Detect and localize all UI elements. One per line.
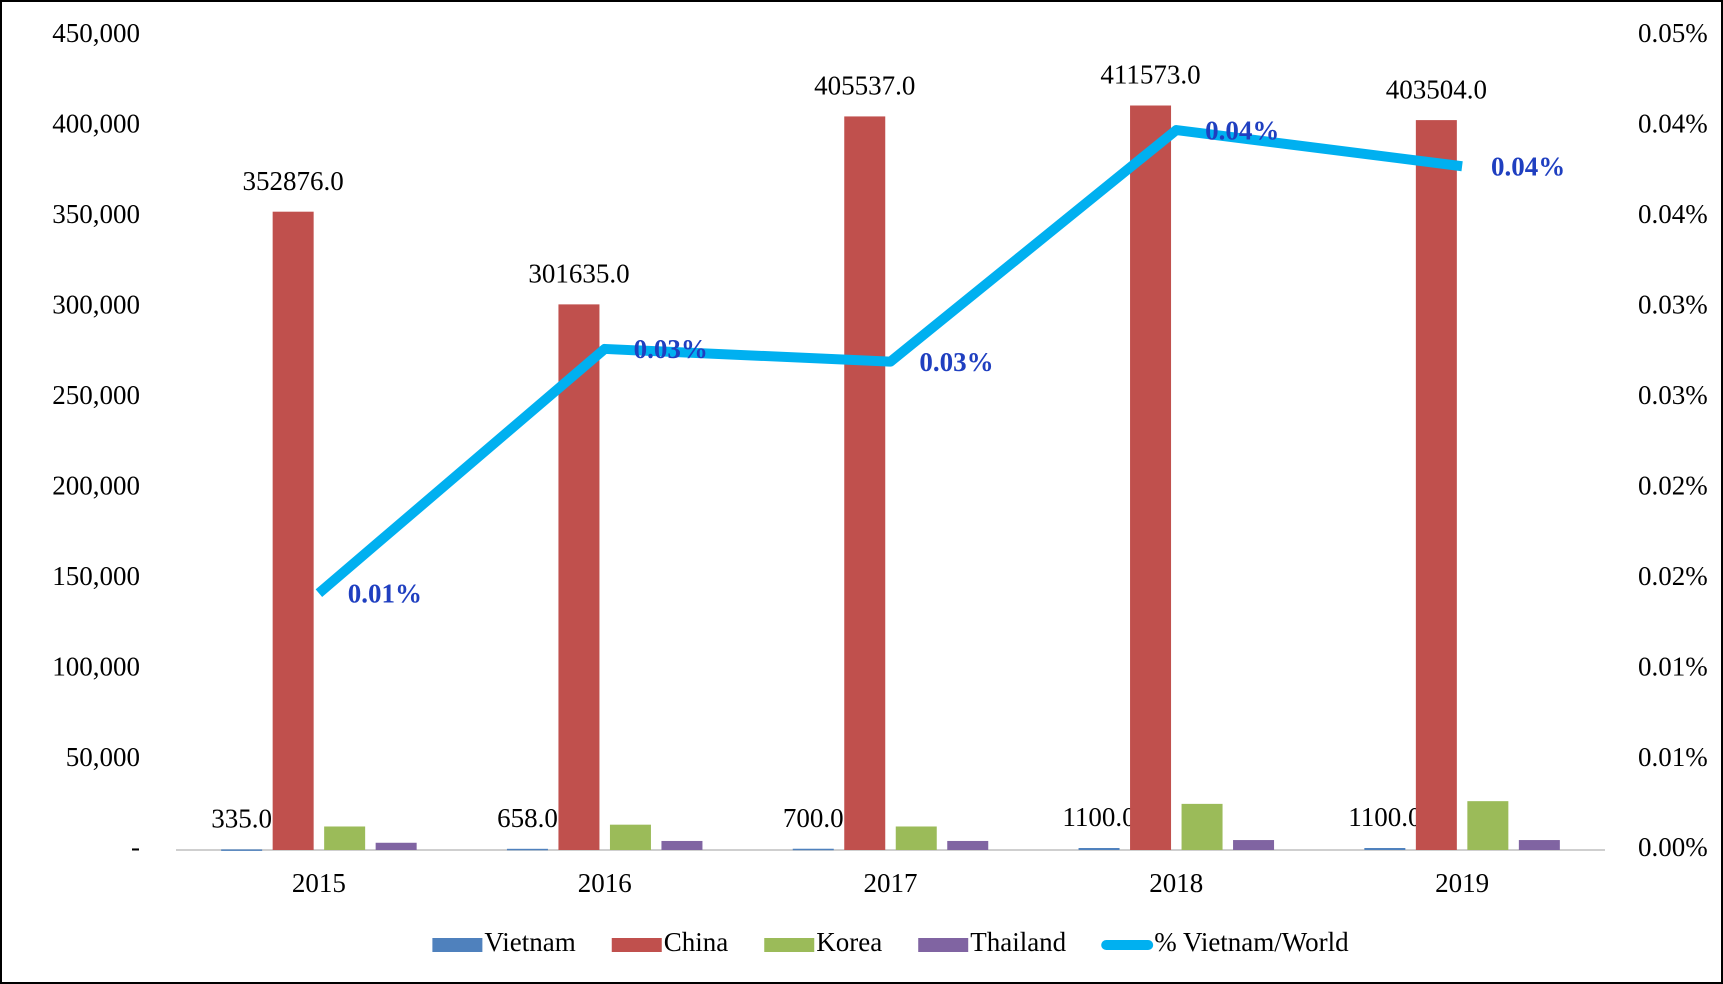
bar — [272, 211, 314, 850]
bar — [1181, 803, 1223, 850]
bar — [558, 304, 600, 850]
y2-tick-label: 0.02% — [1638, 561, 1708, 591]
bar — [1415, 120, 1457, 851]
bar-value-label: 403504.0 — [1386, 74, 1487, 104]
legend-swatch — [432, 938, 483, 952]
bar — [1467, 801, 1509, 850]
legend-label: % Vietnam/World — [1154, 927, 1349, 957]
y-tick-label: 450,000 — [52, 18, 140, 48]
bar — [375, 842, 417, 850]
y-tick-label: 50,000 — [66, 742, 140, 772]
y2-tick-label: 0.05% — [1638, 18, 1708, 48]
line-value-label: 0.03% — [634, 334, 708, 364]
line — [315, 125, 1463, 597]
bar-value-label: 700.0 — [783, 803, 844, 833]
x-tick-label: 2016 — [578, 868, 632, 898]
legend-label: China — [664, 927, 729, 957]
y-tick-label: 200,000 — [52, 470, 140, 500]
bar — [324, 826, 366, 850]
bar-value-label: 658.0 — [497, 803, 558, 833]
line-value-label: 0.03% — [919, 347, 993, 377]
x-tick-label: 2019 — [1435, 868, 1489, 898]
y-tick-label: 100,000 — [52, 651, 140, 681]
bar — [844, 116, 886, 850]
bar — [792, 848, 834, 851]
y-tick-label: 150,000 — [52, 561, 140, 591]
bar-value-label: 352876.0 — [243, 166, 344, 196]
legend-swatch — [764, 938, 815, 952]
y2-tick-label: 0.04% — [1638, 199, 1708, 229]
bar — [1518, 840, 1560, 850]
line-value-label: 0.04% — [1205, 115, 1279, 145]
bar-value-label: 405537.0 — [814, 71, 915, 101]
line-value-label: 0.01% — [348, 578, 422, 608]
y2-tick-label: 0.01% — [1638, 651, 1708, 681]
legend-swatch — [918, 938, 969, 952]
y-tick-label: 250,000 — [52, 380, 140, 410]
x-tick-label: 2018 — [1149, 868, 1203, 898]
x-tick-label: 2015 — [292, 868, 346, 898]
bar-value-label: 411573.0 — [1100, 60, 1200, 90]
y-tick-label: 400,000 — [52, 109, 140, 139]
bar — [506, 848, 548, 851]
bar — [947, 840, 989, 850]
legend-label: Korea — [816, 927, 882, 957]
bar — [661, 840, 703, 850]
legend-label: Thailand — [970, 927, 1066, 957]
legend-swatch — [611, 938, 662, 952]
bar-value-label: 335.0 — [211, 804, 272, 834]
bar-value-label: 1100.0 — [1348, 802, 1421, 832]
bar — [1233, 840, 1275, 850]
bar — [609, 824, 651, 850]
line-value-label: 0.04% — [1491, 151, 1565, 181]
y-tick-label: 300,000 — [52, 290, 140, 320]
y2-tick-label: 0.00% — [1638, 832, 1708, 862]
bar — [221, 849, 263, 851]
y2-tick-label: 0.03% — [1638, 290, 1708, 320]
y2-tick-label: 0.04% — [1638, 109, 1708, 139]
y2-tick-label: 0.01% — [1638, 742, 1708, 772]
y2-tick-label: 0.02% — [1638, 470, 1708, 500]
x-tick-label: 2017 — [864, 868, 918, 898]
bar-value-label: 301635.0 — [528, 259, 629, 289]
bar — [1078, 848, 1120, 850]
y2-tick-label: 0.03% — [1638, 380, 1708, 410]
legend-label: Vietnam — [484, 927, 575, 957]
bar-value-label: 1100.0 — [1062, 802, 1135, 832]
bar — [1130, 105, 1172, 850]
y-tick-label: - — [131, 832, 140, 862]
y-tick-label: 350,000 — [52, 199, 140, 229]
bar — [895, 826, 937, 850]
bar — [1364, 848, 1406, 850]
